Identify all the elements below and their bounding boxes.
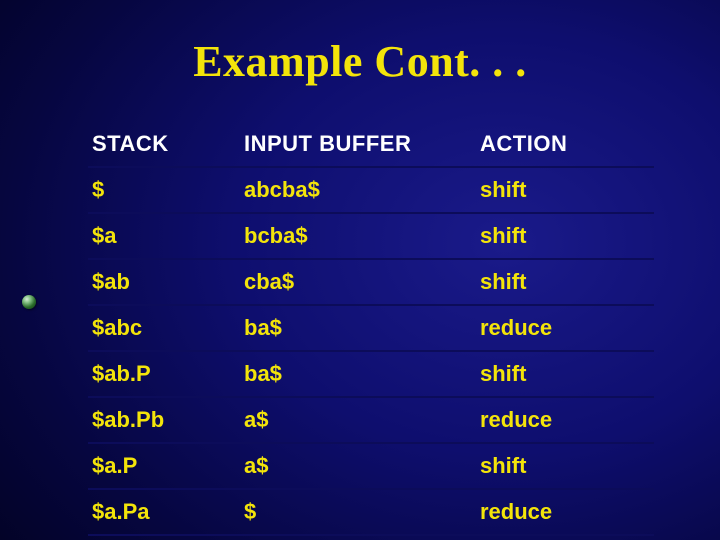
bullet-decoration — [22, 295, 36, 309]
col-header-action: ACTION — [476, 122, 654, 167]
table-row: $a.Pa $ reduce — [88, 489, 654, 535]
cell-stack: $abc — [88, 305, 240, 351]
cell-action: shift — [476, 213, 654, 259]
col-header-input: INPUT BUFFER — [240, 122, 476, 167]
cell-stack: $ab — [88, 259, 240, 305]
col-header-stack: STACK — [88, 122, 240, 167]
cell-input: ba$ — [240, 351, 476, 397]
table-row: $abc ba$ reduce — [88, 305, 654, 351]
cell-input: abcba$ — [240, 167, 476, 213]
cell-stack: $a — [88, 213, 240, 259]
cell-input: bcba$ — [240, 213, 476, 259]
table-row: $a.P a$ shift — [88, 443, 654, 489]
cell-action: shift — [476, 351, 654, 397]
table-row: $ab.P ba$ shift — [88, 351, 654, 397]
table: STACK INPUT BUFFER ACTION $ abcba$ shift… — [88, 122, 654, 540]
slide-title: Example Cont. . . — [0, 0, 720, 87]
cell-stack: $a.P — [88, 443, 240, 489]
cell-input: a$ — [240, 443, 476, 489]
cell-stack: $ab.Pb — [88, 397, 240, 443]
cell-stack: $P — [88, 535, 240, 540]
cell-action: shift — [476, 167, 654, 213]
table-header-row: STACK INPUT BUFFER ACTION — [88, 122, 654, 167]
cell-action: reduce — [476, 535, 654, 540]
table-row: $ab cba$ shift — [88, 259, 654, 305]
table-row: $P $ reduce — [88, 535, 654, 540]
cell-stack: $a.Pa — [88, 489, 240, 535]
cell-input: $ — [240, 535, 476, 540]
cell-input: a$ — [240, 397, 476, 443]
cell-action: reduce — [476, 397, 654, 443]
cell-action: shift — [476, 443, 654, 489]
cell-input: ba$ — [240, 305, 476, 351]
cell-input: $ — [240, 489, 476, 535]
cell-stack: $ab.P — [88, 351, 240, 397]
cell-action: reduce — [476, 305, 654, 351]
parse-table: STACK INPUT BUFFER ACTION $ abcba$ shift… — [88, 122, 654, 540]
table-row: $a bcba$ shift — [88, 213, 654, 259]
cell-input: cba$ — [240, 259, 476, 305]
cell-action: reduce — [476, 489, 654, 535]
cell-action: shift — [476, 259, 654, 305]
cell-stack: $ — [88, 167, 240, 213]
table-row: $ab.Pb a$ reduce — [88, 397, 654, 443]
table-row: $ abcba$ shift — [88, 167, 654, 213]
